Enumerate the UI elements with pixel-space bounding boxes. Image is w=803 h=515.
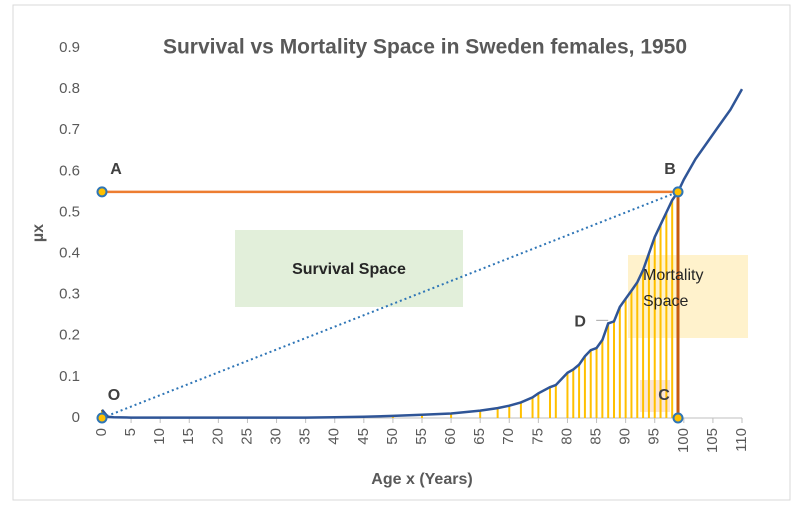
x-tick-label: 65	[471, 428, 488, 445]
chart-border	[12, 4, 791, 501]
x-tick-label: 15	[180, 428, 197, 445]
x-tick-label: 55	[413, 428, 430, 445]
x-tick-label: 80	[558, 428, 575, 445]
x-tick-label: 45	[355, 428, 372, 445]
point-marker	[672, 186, 684, 198]
x-tick-label: 10	[151, 428, 168, 445]
point-label: A	[110, 161, 122, 178]
y-tick-label: 0.1	[59, 368, 80, 385]
y-tick-label: 0.2	[59, 327, 80, 344]
x-tick-label: 95	[646, 428, 663, 445]
mortality-curve	[101, 88, 744, 419]
y-tick-label: 0.4	[59, 245, 80, 262]
y-tick-label: 0.7	[59, 121, 80, 138]
x-tick-label: 100	[675, 428, 692, 453]
x-tick-label: 35	[297, 428, 314, 445]
x-axis-label: Age x (Years)	[371, 471, 472, 488]
mortality-label-line: Mortality	[643, 267, 703, 284]
x-tick-label: 0	[93, 428, 110, 436]
x-tick-label: 5	[122, 428, 139, 436]
x-tick-label: 40	[326, 428, 343, 445]
point-label: C	[658, 387, 670, 404]
x-tick-label: 75	[529, 428, 546, 445]
x-tick-label: 110	[733, 428, 750, 452]
x-tick-label: 90	[617, 428, 634, 445]
survival-box	[235, 230, 463, 307]
x-tick-label: 20	[209, 428, 226, 445]
mortality-label-line: Space	[643, 293, 688, 310]
point-marker	[672, 412, 684, 424]
y-tick-label: 0	[72, 409, 80, 426]
x-tick-label: 105	[704, 428, 721, 453]
point-label: B	[664, 161, 676, 178]
d-label: D	[574, 314, 586, 331]
point-marker	[96, 186, 108, 198]
diagonal	[101, 190, 679, 419]
chart-title: Survival vs Mortality Space in Sweden fe…	[163, 36, 687, 59]
x-tick-label: 85	[588, 428, 605, 445]
y-tick-label: 0.6	[59, 162, 80, 179]
y-tick-label: 0.3	[59, 286, 80, 303]
point-marker	[96, 412, 108, 424]
survival-label: Survival Space	[292, 261, 406, 278]
x-tick-label: 60	[442, 428, 459, 445]
x-tick-label: 25	[238, 428, 255, 445]
y-axis-label: µx	[30, 224, 47, 242]
y-tick-label: 0.9	[59, 39, 80, 56]
x-tick-label: 50	[384, 428, 401, 445]
x-tick-label: 70	[500, 428, 517, 445]
point-label: O	[108, 387, 120, 404]
y-tick-label: 0.8	[59, 80, 80, 97]
x-tick-label: 30	[268, 428, 285, 445]
y-tick-label: 0.5	[59, 203, 80, 220]
mortality-label: Mortality Space	[643, 267, 703, 310]
